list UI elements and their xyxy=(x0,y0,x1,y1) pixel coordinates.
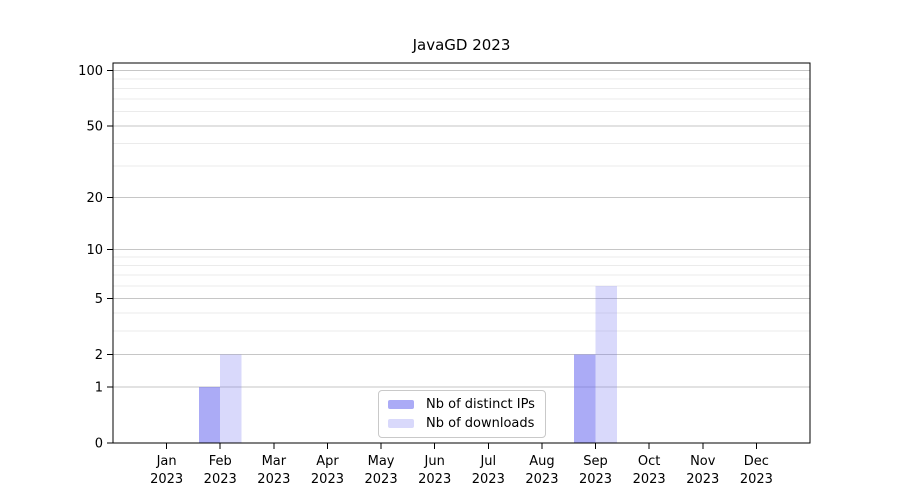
x-tick-label-month: Mar xyxy=(262,454,287,469)
bar-distinct-ips-feb xyxy=(198,387,221,443)
y-tick-label: 0 xyxy=(95,437,103,452)
x-tick-label-month: Jul xyxy=(479,454,496,469)
bar-downloads-feb xyxy=(220,354,242,443)
chart-title: JavaGD 2023 xyxy=(412,36,511,54)
x-tick-label-month: Nov xyxy=(690,454,716,469)
x-tick-label-year: 2023 xyxy=(686,472,719,487)
legend: Nb of distinct IPs Nb of downloads xyxy=(378,390,546,438)
y-tick-label: 5 xyxy=(95,292,103,307)
plot-border xyxy=(112,62,811,444)
x-tick-label-month: Jan xyxy=(156,454,177,469)
x-tick-label-year: 2023 xyxy=(579,472,612,487)
x-tick-label-month: Dec xyxy=(744,454,769,469)
bar-downloads-sep xyxy=(595,285,617,443)
x-tick-label-year: 2023 xyxy=(150,472,183,487)
legend-swatch-distinct-ips xyxy=(388,400,414,409)
x-tick-label-month: Aug xyxy=(529,454,554,469)
legend-label-distinct-ips: Nb of distinct IPs xyxy=(426,397,535,412)
legend-label-downloads: Nb of downloads xyxy=(426,416,535,431)
y-tick-label: 20 xyxy=(86,191,103,206)
y-tick-label: 50 xyxy=(86,119,103,134)
x-tick-label-month: May xyxy=(368,454,395,469)
x-tick-label-month: Apr xyxy=(316,454,339,469)
x-tick-label-year: 2023 xyxy=(204,472,237,487)
x-tick-label-month: Sep xyxy=(583,454,608,469)
x-tick-label-year: 2023 xyxy=(311,472,344,487)
legend-swatch-downloads xyxy=(388,419,414,428)
y-tick-label: 1 xyxy=(95,381,103,396)
x-tick-label-year: 2023 xyxy=(418,472,451,487)
x-tick-label-year: 2023 xyxy=(365,472,398,487)
x-tick-label-year: 2023 xyxy=(472,472,505,487)
x-tick-label-month: Feb xyxy=(209,454,232,469)
y-tick-label: 2 xyxy=(95,348,103,363)
x-tick-label-month: Jun xyxy=(424,454,445,469)
legend-item-downloads: Nb of downloads xyxy=(388,415,535,432)
x-tick-label-year: 2023 xyxy=(633,472,666,487)
x-tick-label-year: 2023 xyxy=(257,472,290,487)
y-tick-label: 10 xyxy=(86,243,103,258)
x-tick-label-year: 2023 xyxy=(740,472,773,487)
x-tick-label-month: Oct xyxy=(638,454,660,469)
x-tick-label-year: 2023 xyxy=(525,472,558,487)
legend-item-distinct-ips: Nb of distinct IPs xyxy=(388,396,535,413)
bar-distinct-ips-sep xyxy=(574,354,596,443)
y-tick-label: 100 xyxy=(78,64,103,79)
